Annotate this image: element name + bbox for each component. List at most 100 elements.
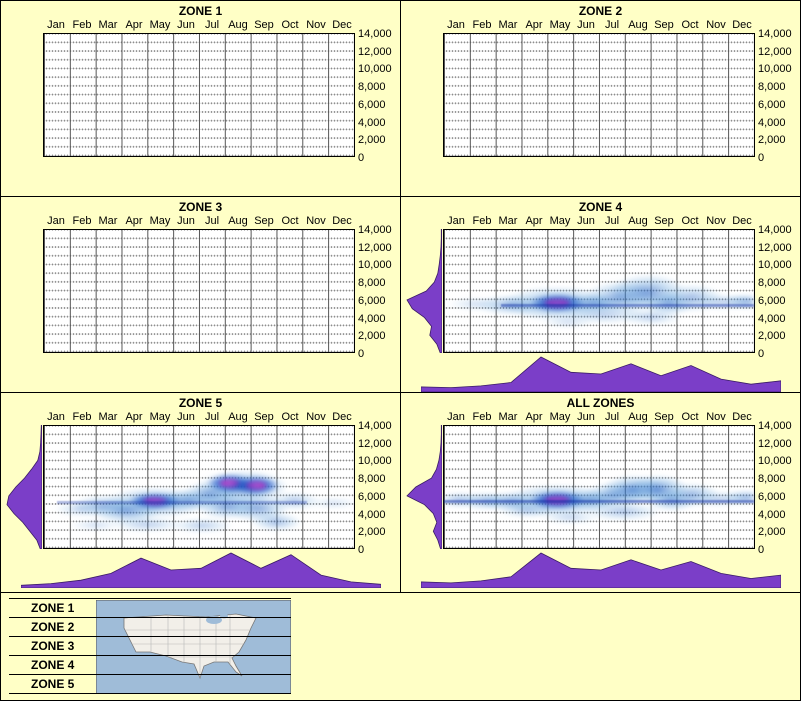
month-label: Jun — [577, 215, 595, 227]
elevation-tick-label: 6,000 — [358, 490, 386, 503]
elevation-axis-labels: 14,000 12,000 10,000 8,000 6,000 4,000 2,000 0 — [358, 28, 392, 164]
month-label: Dec — [332, 215, 352, 227]
density-blob — [93, 498, 161, 525]
month-marginal-distribution — [421, 552, 781, 588]
month-label: Oct — [281, 411, 299, 423]
month-label: Aug — [228, 215, 248, 227]
density-blob — [562, 304, 646, 325]
elevation-marginal-distribution — [406, 229, 442, 353]
elevation-tick-label: 4,000 — [758, 508, 786, 521]
month-label: Aug — [228, 19, 248, 31]
zone-legend: ZONE 1 ZONE 2 ZONE 3 ZONE 4 ZONE 5 — [9, 598, 291, 694]
panel-title: ZONE 1 — [178, 4, 223, 18]
month-label: Oct — [281, 215, 299, 227]
elevation-tick-label: 6,000 — [358, 98, 386, 111]
month-label: Sep — [654, 215, 674, 227]
elevation-tick-label: 4,000 — [758, 312, 786, 325]
panel-title: ZONE 4 — [578, 200, 623, 214]
elevation-axis-labels: 14,000 12,000 10,000 8,000 6,000 4,000 2,000 0 — [758, 420, 792, 556]
month-label: Feb — [72, 19, 92, 31]
month-label: Oct — [681, 215, 699, 227]
month-axis-labels: Jan Feb Mar Apr May Jun Jul Aug Sep Oct Nov Dec — [43, 215, 355, 227]
elevation-tick-label: 14,000 — [358, 224, 392, 236]
month-label: Jan — [47, 411, 65, 423]
month-axis-labels: Jan Feb Mar Apr May Jun Jul Aug Sep Oct Nov Dec — [443, 19, 755, 31]
density-blob — [498, 502, 556, 519]
month-label: May — [149, 411, 171, 423]
elevation-tick-label: 2,000 — [358, 134, 386, 147]
month-label: Mar — [498, 411, 518, 423]
density-heatmap — [444, 230, 754, 352]
legend-strip: ZONE 1 ZONE 2 ZONE 3 ZONE 4 ZONE 5 — [1, 593, 800, 700]
legend-label: ZONE 1 — [31, 601, 75, 615]
plot-grid — [43, 33, 355, 157]
month-label: Jan — [47, 215, 65, 227]
density-blob — [475, 295, 548, 315]
density-blob — [227, 493, 290, 522]
density-band — [56, 500, 308, 504]
elevation-tick-label: 2,000 — [358, 330, 386, 343]
density-blob — [69, 519, 122, 532]
month-label: Mar — [498, 19, 518, 31]
month-label: Mar — [498, 215, 518, 227]
panel-zone-1: ZONE 1 Jan Feb Mar Apr May Jun Jul Aug Sep Oct Nov… — [1, 1, 400, 196]
elevation-tick-label: 14,000 — [758, 420, 792, 432]
elevation-marginal-distribution — [406, 425, 442, 549]
legend-row-zone-1: ZONE 1 — [9, 599, 291, 618]
month-marginal-distribution — [421, 356, 781, 392]
month-label: Dec — [732, 19, 752, 31]
elevation-axis-labels: 14,000 12,000 10,000 8,000 6,000 4,000 2,000 0 — [358, 224, 392, 360]
density-blob — [170, 517, 233, 534]
month-label: Dec — [332, 411, 352, 423]
density-blob — [268, 492, 321, 510]
month-label: May — [549, 19, 571, 31]
legend-label: ZONE 2 — [31, 620, 75, 634]
elevation-tick-label: 0 — [758, 347, 765, 360]
month-label: May — [549, 411, 571, 423]
panel-title: ZONE 2 — [578, 4, 623, 18]
elevation-tick-label: 12,000 — [758, 241, 792, 254]
legend-row-zone-5: ZONE 5 — [9, 675, 291, 694]
month-axis-labels: Jan Feb Mar Apr May Jun Jul Aug Sep Oct Nov Dec — [443, 411, 755, 423]
month-marginal-distribution — [21, 552, 381, 588]
month-label: Mar — [98, 411, 118, 423]
month-label: Jul — [204, 215, 220, 227]
density-band — [500, 304, 754, 308]
elevation-tick-label: 12,000 — [758, 45, 792, 58]
elevation-tick-label: 2,000 — [758, 134, 786, 147]
month-label: Nov — [306, 411, 326, 423]
elevation-tick-label: 2,000 — [758, 330, 786, 343]
panel-title: ZONE 5 — [178, 396, 223, 410]
month-label: Jul — [204, 411, 220, 423]
month-label: May — [149, 215, 171, 227]
elevation-tick-label: 4,000 — [358, 312, 386, 325]
elevation-tick-label: 6,000 — [358, 294, 386, 307]
month-label: Apr — [525, 19, 543, 31]
elevation-tick-label: 4,000 — [758, 116, 786, 129]
month-label: Nov — [706, 215, 726, 227]
elevation-tick-label: 10,000 — [758, 259, 792, 272]
legend-label: ZONE 4 — [31, 658, 75, 672]
plot-grid — [443, 229, 755, 353]
density-heatmap — [44, 426, 354, 548]
plot-grid — [443, 425, 755, 549]
panel-zone-4: ZONE 4 Jan Feb Mar Apr May Jun Jul Aug Sep Oct Nov… — [401, 197, 800, 392]
month-label: May — [149, 19, 171, 31]
legend-label: ZONE 5 — [31, 677, 75, 691]
density-blob — [689, 491, 752, 508]
density-blob — [661, 284, 723, 312]
month-label: Jan — [447, 215, 465, 227]
month-label: Oct — [681, 411, 699, 423]
month-label: Sep — [654, 411, 674, 423]
elevation-tick-label: 12,000 — [758, 437, 792, 450]
elevation-tick-label: 10,000 — [358, 63, 392, 76]
panel-title: ZONE 3 — [178, 200, 223, 214]
plot-grid — [43, 229, 355, 353]
panel-title: ALL ZONES — [566, 396, 635, 410]
elevation-tick-label: 10,000 — [758, 63, 792, 76]
month-label: Jul — [604, 411, 620, 423]
elevation-tick-label: 0 — [358, 347, 365, 360]
density-blob — [723, 489, 754, 506]
month-label: Nov — [706, 411, 726, 423]
